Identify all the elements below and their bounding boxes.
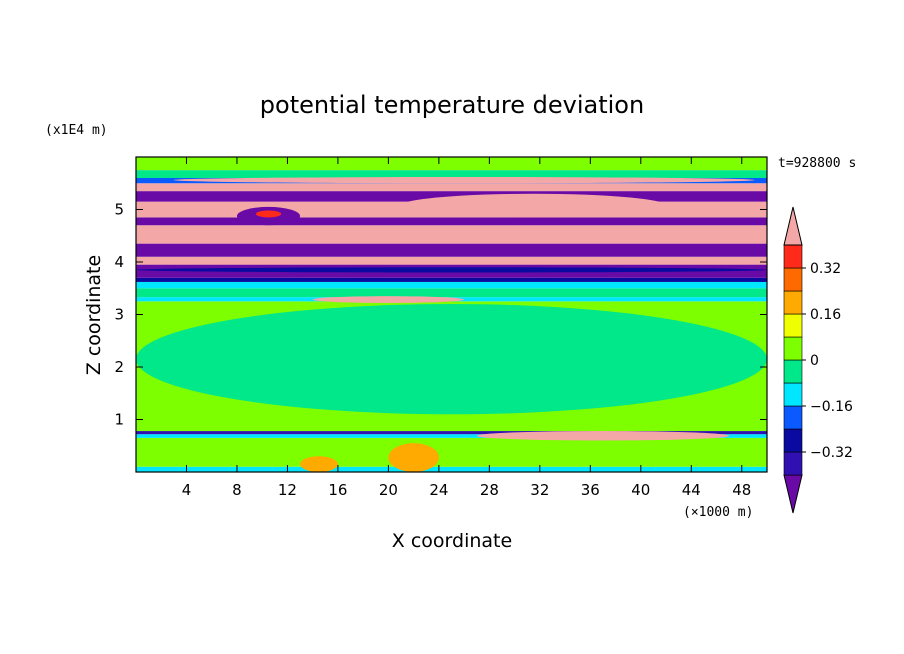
contour-patch [136,267,767,273]
contour-band [136,277,767,282]
colorbar-swatch [783,336,803,361]
contour-band [136,288,767,298]
colorbar: 0.32 0.16 0 −0.16 −0.32 [783,206,853,514]
x-tick-label: 8 [232,481,242,499]
contour-patch [401,193,667,218]
colorbar-swatch [783,382,803,407]
chart-title: potential temperature deviation [260,91,644,119]
colorbar-label: 0 [810,353,819,369]
y-tick-label: 5 [114,201,124,219]
y-axis: 1 2 3 4 5 [114,201,767,429]
x-tick-label: 28 [480,481,499,499]
contour-field [136,157,767,472]
contour-patch [300,456,338,472]
contour-patch [255,210,282,218]
contour-patch [388,443,439,472]
time-label: t=928800 s [778,156,856,171]
colorbar-label: −0.32 [810,445,853,461]
colorbar-swatch [783,451,803,476]
contour-band [136,157,767,171]
contour-patch [476,431,730,441]
x-unit-label: (×1000 m) [683,505,753,520]
x-tick-label: 44 [682,481,701,499]
x-tick-label: 48 [732,481,751,499]
contour-band [136,437,767,467]
y-tick-label: 4 [114,253,124,271]
colorbar-swatch [783,267,803,292]
contour-band [136,256,767,265]
x-tick-label: 16 [328,481,347,499]
colorbar-swatch [783,313,803,338]
contour-band [136,466,767,472]
x-tick-label: 20 [379,481,398,499]
contour-band [136,225,767,244]
contour-band [136,170,767,178]
contour-patch [312,296,465,303]
y-tick-label: 2 [114,358,124,376]
contour-band [136,281,767,289]
x-tick-label: 36 [581,481,600,499]
x-tick-label: 24 [429,481,448,499]
colorbar-end-low [783,474,803,514]
y-axis-title: Z coordinate [83,255,105,375]
colorbar-swatch [783,290,803,315]
contour-band [136,243,767,257]
contour-patch [136,304,767,415]
x-tick-label: 4 [182,481,192,499]
x-tick-label: 12 [278,481,297,499]
colorbar-swatch [783,244,803,269]
contour-band [136,183,767,192]
contour-band [136,434,767,438]
y-tick-label: 3 [114,306,124,324]
colorbar-swatch [783,359,803,384]
x-axis: 4 8 12 16 20 24 28 32 36 40 44 48 [182,157,751,499]
contour-band [136,217,767,226]
colorbar-swatch [783,405,803,430]
x-tick-label: 40 [631,481,650,499]
contour-band [136,431,767,435]
colorbar-label: 0.16 [810,307,841,323]
x-axis-title: X coordinate [392,530,512,552]
x-tick-label: 32 [530,481,549,499]
colorbar-label: 0.32 [810,261,841,277]
y-tick-label: 1 [114,411,124,429]
contour-patch [173,176,755,184]
colorbar-label: −0.16 [810,399,853,415]
colorbar-swatch [783,428,803,453]
y-unit-label: (x1E4 m) [45,123,108,138]
colorbar-end-high [783,206,803,246]
